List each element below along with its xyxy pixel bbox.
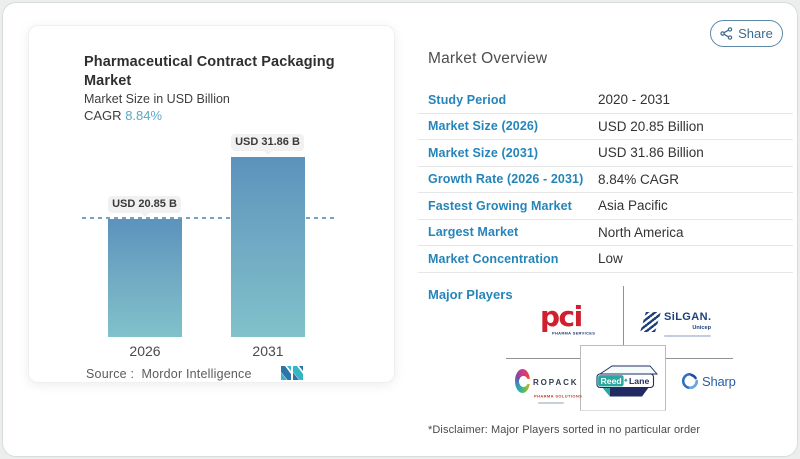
table-row: Market Concentration Low	[418, 246, 793, 273]
chart-subtitle: Market Size in USD Billion	[84, 92, 230, 106]
disclaimer-text: *Disclaimer: Major Players sorted in no …	[428, 424, 701, 436]
table-row: Study Period 2020 - 2031	[418, 87, 793, 114]
sharp-icon	[682, 373, 698, 389]
x-axis-label-2031: 2031	[252, 343, 284, 359]
sharp-logo: Sharp	[682, 373, 736, 389]
table-row: Fastest Growing Market Asia Pacific	[418, 193, 793, 220]
silgan-stripes-icon	[640, 312, 661, 332]
major-players-label: Major Players	[428, 287, 513, 302]
source-line: Source : Mordor Intelligence	[86, 367, 252, 381]
silgan-unicep-logo: SiLGAN. Unicep	[640, 311, 711, 337]
ropack-tagline	[538, 402, 564, 404]
chart-cagr: CAGR 8.84%	[84, 108, 163, 123]
chart-title: Pharmaceutical Contract Packaging Market	[84, 54, 335, 89]
market-chart-card: Pharmaceutical Contract Packaging Market…	[28, 25, 395, 383]
table-row: Largest Market North America	[418, 220, 793, 246]
connector-horizontal-line-right	[665, 358, 733, 359]
overview-table: Study Period 2020 - 2031 Market Size (202…	[418, 87, 793, 273]
pci-pharma-services-logo: pci PHARMA SERVICES	[540, 300, 596, 336]
connector-horizontal-line-left	[506, 358, 581, 359]
table-row: Market Size (2026) USD 20.85 Billion	[418, 114, 793, 140]
reed-lane-logo: Reed Lane	[596, 365, 658, 397]
bar-2026-value-label: USD 20.85 B	[108, 196, 181, 218]
table-row: Growth Rate (2026 - 2031) 8.84% CAGR	[418, 167, 793, 193]
bar-2026	[108, 219, 182, 337]
cagr-value: 8.84%	[125, 108, 163, 123]
reference-dashed-line	[82, 217, 335, 220]
mordor-intelligence-logo	[281, 366, 303, 380]
bar-2031	[231, 157, 305, 337]
silgan-tagline	[664, 335, 711, 337]
ropack-pinwheel-icon	[515, 369, 530, 393]
bar-2031-value-label: USD 31.86 B	[231, 134, 304, 155]
overview-heading: Market Overview	[428, 50, 548, 67]
share-button[interactable]: Share	[710, 20, 783, 47]
svg-text:Lane: Lane	[629, 376, 649, 386]
x-axis-label-2026: 2026	[129, 343, 161, 359]
ropack-pharma-solutions-logo: ROPACK PHARMA SOLUTIONS	[515, 369, 582, 404]
bar-chart: USD 20.85 B USD 31.86 B 2026 2031	[29, 26, 394, 382]
svg-text:Reed: Reed	[601, 376, 622, 386]
connector-vertical-line	[623, 286, 624, 346]
share-icon	[720, 27, 733, 40]
table-row: Market Size (2031) USD 31.86 Billion	[418, 140, 793, 167]
